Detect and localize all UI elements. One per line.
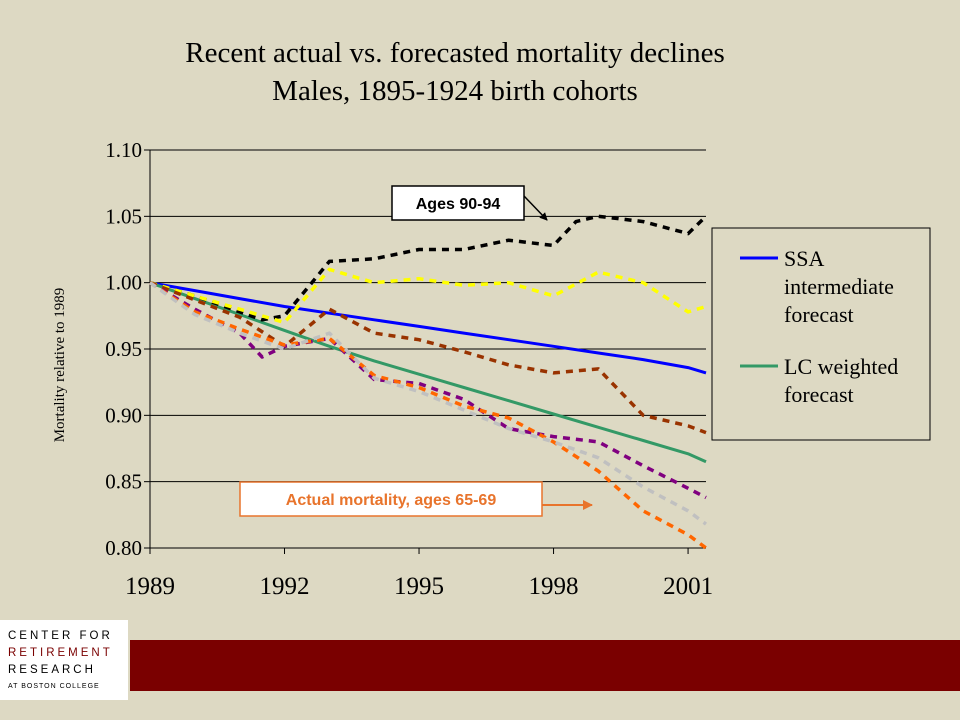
logo-line-2: RETIREMENT xyxy=(8,647,113,659)
footer-bar xyxy=(130,640,960,691)
logo-line-1: CENTER FOR xyxy=(8,630,113,642)
y-tick-label: 0.95 xyxy=(105,337,142,361)
series-dashed-000000 xyxy=(149,214,708,322)
series-ssa-intermediate-forecast xyxy=(149,281,707,375)
legend-label-2-2: forecast xyxy=(784,382,854,407)
y-tick-label: 1.05 xyxy=(105,204,142,228)
y-tick-label: 0.85 xyxy=(105,470,142,494)
legend-label-1-2: intermediate xyxy=(784,274,894,299)
y-tick-label: 1.10 xyxy=(105,138,142,162)
y-tick-label: 0.90 xyxy=(105,403,142,427)
x-tick-label: 2001 xyxy=(663,573,713,600)
series-dashed-993300 xyxy=(149,281,707,435)
series-lc-weighted-forecast xyxy=(149,281,707,464)
legend-label-1-1: SSA xyxy=(784,246,824,271)
series-dashed-ff6600 xyxy=(149,281,708,550)
legend-label-1-3: forecast xyxy=(784,302,854,327)
title-line-2: Males, 1895-1924 birth cohorts xyxy=(272,75,638,107)
annotation-actual-mortality: Actual mortality, ages 65-69 xyxy=(286,492,497,509)
annotation-ages-90-94-arrow xyxy=(523,195,548,221)
mortality-chart: 0.80 0.85 0.90 0.95 1.00 1.05 1.10 1989 1992 1995… xyxy=(52,138,931,600)
x-tick-label: 1995 xyxy=(394,573,444,600)
x-tick-label: 1992 xyxy=(260,573,310,600)
legend-label-2-1: LC weighted xyxy=(784,354,898,379)
y-tick-label: 1.00 xyxy=(105,271,142,295)
annotation-actual-mortality-box xyxy=(239,481,543,517)
annotation-ages-90-94: Ages 90-94 xyxy=(416,196,501,213)
title-line-1: Recent actual vs. forecasted mortality d… xyxy=(185,37,725,69)
x-tick-label: 1998 xyxy=(529,573,579,600)
slide-title: Recent actual vs. forecasted mortality d… xyxy=(0,34,910,110)
legend-box xyxy=(711,227,931,441)
logo-line-3: RESEARCH xyxy=(8,664,96,676)
logo-line-4: AT BOSTON COLLEGE xyxy=(8,683,100,690)
series-dashed-800080 xyxy=(149,281,707,500)
x-tick-label: 1989 xyxy=(125,573,175,600)
y-tick-label: 0.80 xyxy=(105,536,142,560)
crr-logo: CENTER FOR RETIREMENT RESEARCH AT BOSTON… xyxy=(0,620,128,700)
annotation-ages-90-94-box xyxy=(391,185,525,221)
y-axis-label: Mortality relative to 1989 xyxy=(52,288,68,443)
